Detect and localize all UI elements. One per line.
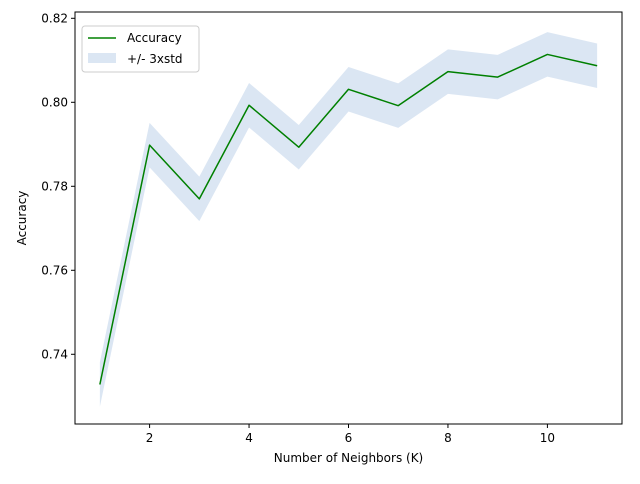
series-line-accuracy [99, 53, 598, 385]
x-tick-label: 2 [146, 431, 154, 445]
legend-label-std-band: +/- 3xstd [127, 52, 183, 66]
data-point [546, 53, 548, 55]
data-point [496, 76, 498, 78]
x-ticks: 2 4 6 8 10 [146, 424, 555, 445]
x-tick-label: 10 [540, 431, 555, 445]
y-tick-label: 0.82 [41, 11, 68, 25]
series-layer [99, 53, 598, 385]
y-axis-label: Accuracy [15, 191, 29, 246]
x-axis-label: Number of Neighbors (K) [274, 451, 424, 465]
legend-swatch-std-band [88, 53, 116, 63]
std-band-area [99, 32, 598, 407]
data-point [347, 88, 349, 90]
x-tick-label: 6 [345, 431, 353, 445]
y-tick-label: 0.76 [41, 263, 68, 277]
legend-label-accuracy: Accuracy [127, 31, 182, 45]
y-tick-label: 0.74 [41, 347, 68, 361]
y-ticks: 0.74 0.76 0.78 0.80 0.82 [41, 11, 75, 361]
data-point [447, 70, 449, 72]
x-tick-label: 8 [444, 431, 452, 445]
std-band-layer [99, 32, 598, 407]
data-point [99, 383, 101, 385]
data-point [596, 65, 598, 67]
data-point [198, 198, 200, 200]
x-tick-label: 4 [245, 431, 253, 445]
data-point [148, 144, 150, 146]
y-tick-label: 0.80 [41, 95, 68, 109]
legend: Accuracy +/- 3xstd [81, 25, 200, 73]
y-tick-label: 0.78 [41, 179, 68, 193]
data-point [298, 146, 300, 148]
data-point [397, 104, 399, 106]
data-point [248, 104, 250, 106]
